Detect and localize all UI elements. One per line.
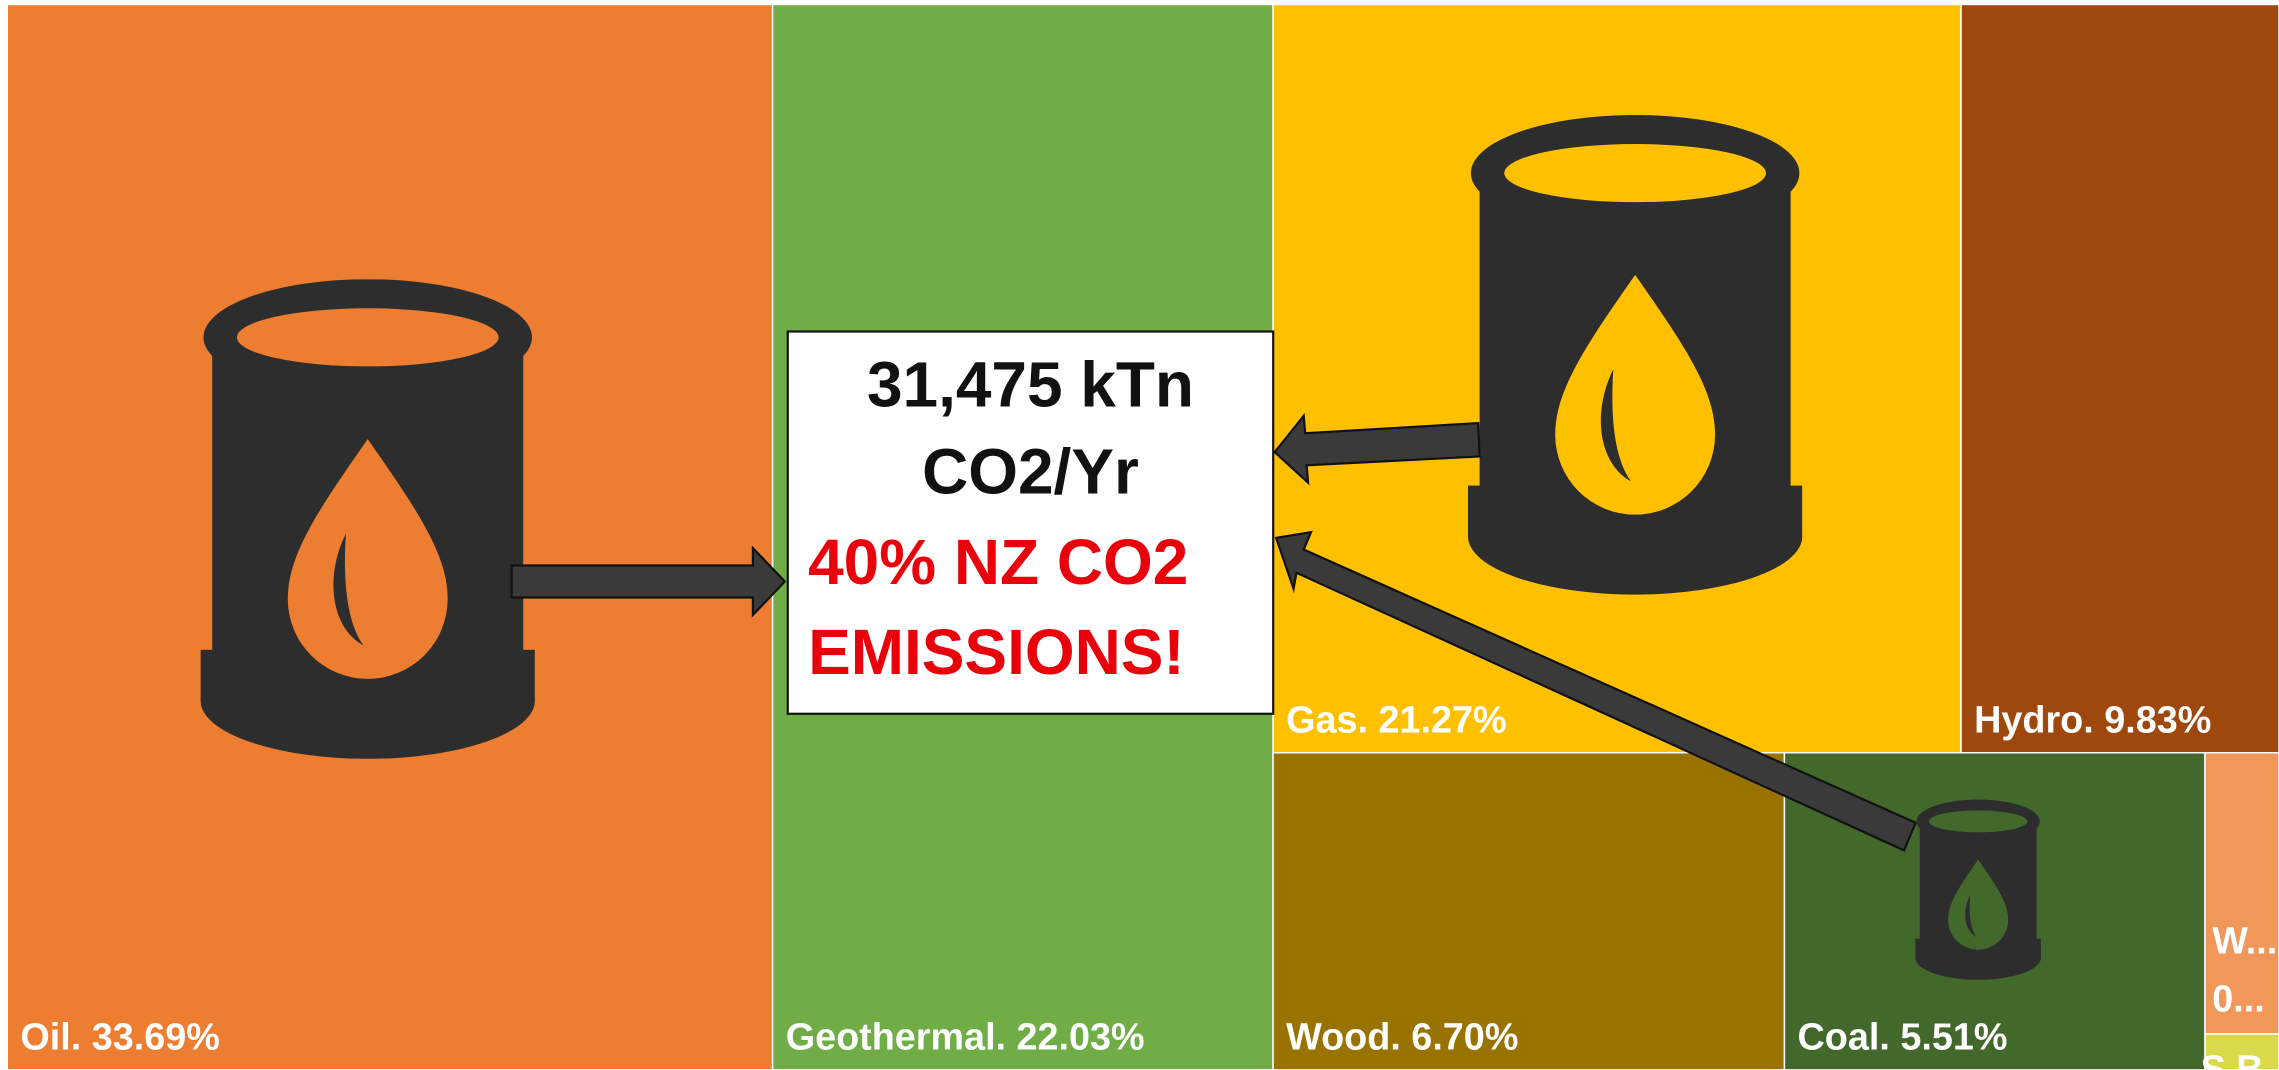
cell-label: 0... (2212, 978, 2264, 1020)
cell-label: Coal. 5.51% (1798, 1017, 2008, 1059)
arrow (510, 545, 787, 618)
cell-label: Gas. 21.27% (1286, 699, 1506, 741)
annotation: EMISSIONS! (808, 616, 1185, 688)
cell-label: Wood. 6.70% (1286, 1017, 1518, 1059)
cell-label: Hydro. 9.83% (1974, 699, 2211, 741)
cell-label: W... (2212, 920, 2277, 962)
annotation: 40% NZ CO2 (808, 526, 1188, 598)
cell-label: Oil. 33.69% (20, 1017, 219, 1059)
arrow (1273, 412, 1481, 486)
barrel-icon (200, 279, 535, 759)
cell-label: Geothermal. 22.03% (786, 1017, 1145, 1059)
cell-label: S.B... (2201, 1048, 2279, 1070)
treemap-cell (2204, 752, 2279, 1035)
decorations: 31,475 kTn CO2/Yr 40% NZ CO2 EMISSIONS! (200, 114, 2041, 980)
barrel-icon (1915, 799, 2041, 980)
treemap-cell (1960, 3, 2279, 754)
annotation: 31,475 kTn (867, 349, 1194, 421)
annotation: CO2/Yr (922, 436, 1139, 508)
treemap-cell (1272, 752, 1786, 1070)
text-box (786, 330, 1275, 715)
barrel-icon (1467, 114, 1803, 595)
arrow (1274, 530, 1918, 852)
